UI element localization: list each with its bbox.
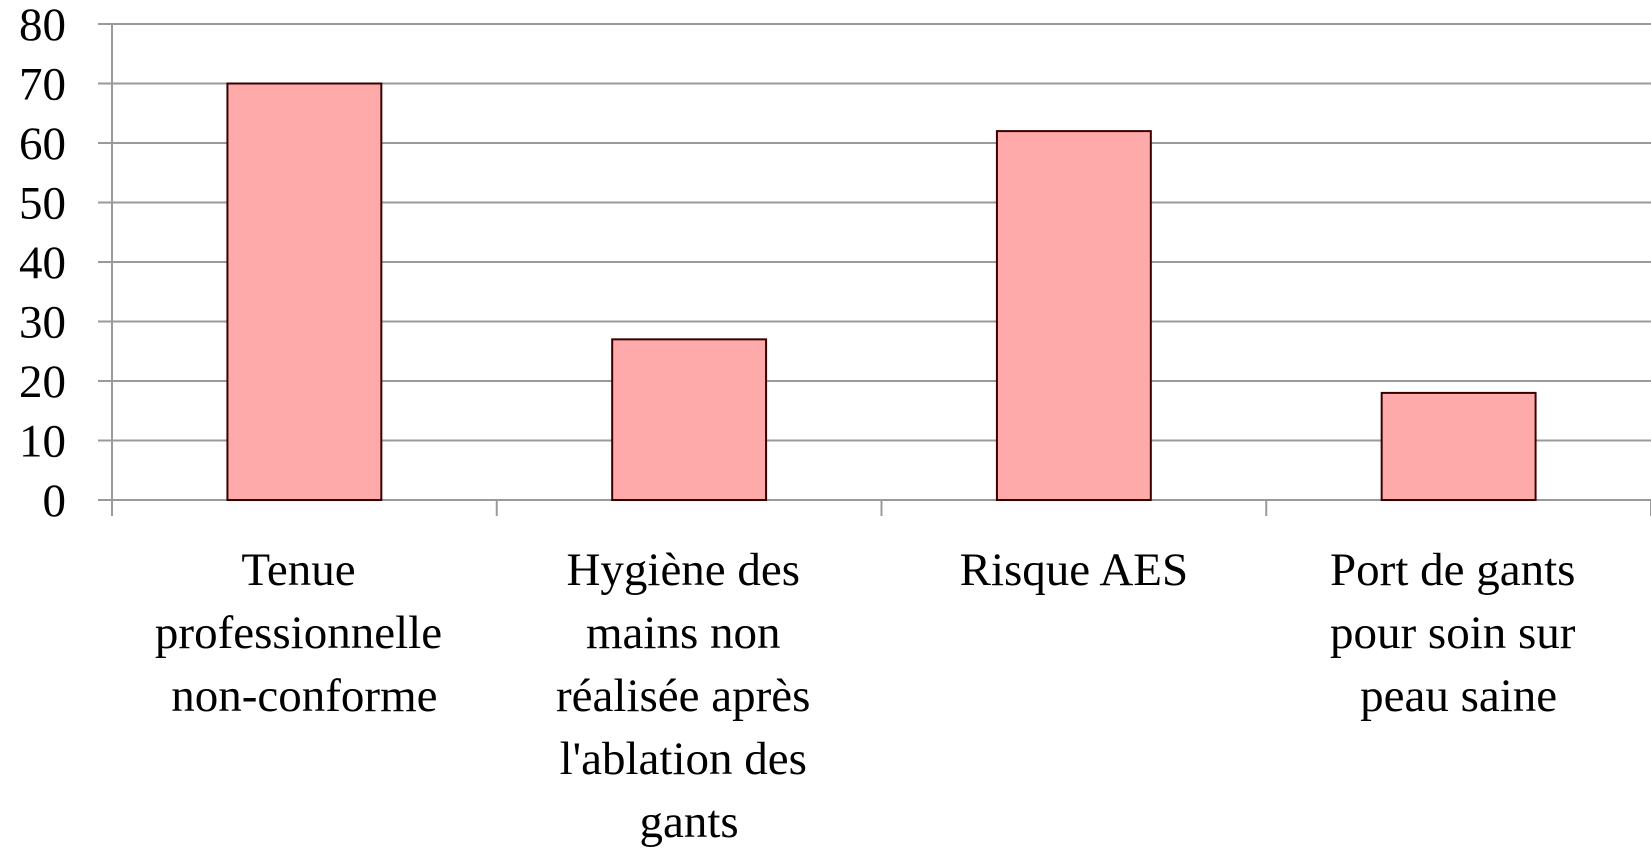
x-tick-label: Port de gants pour soin sur peau saine <box>1330 544 1587 722</box>
y-tick-label: 80 <box>19 0 66 51</box>
y-tick-label: 10 <box>19 416 66 468</box>
bar <box>226 82 383 501</box>
y-tick-label: 30 <box>19 297 66 349</box>
bar <box>1380 391 1537 501</box>
y-tick-label: 0 <box>43 475 67 527</box>
y-tick-label: 50 <box>19 178 66 230</box>
x-tick-label: Hygiène des mains non réalisée après l'a… <box>556 544 822 848</box>
x-tick-label: Risque AES <box>960 544 1189 596</box>
bar <box>995 130 1152 501</box>
x-tick-label: Tenue professionnelle non-conforme <box>155 544 454 722</box>
y-tick-label: 40 <box>19 237 66 289</box>
bar <box>611 338 768 501</box>
y-tick-label: 20 <box>19 356 66 408</box>
y-tick-label: 60 <box>19 118 66 170</box>
y-tick-label: 70 <box>19 59 66 111</box>
